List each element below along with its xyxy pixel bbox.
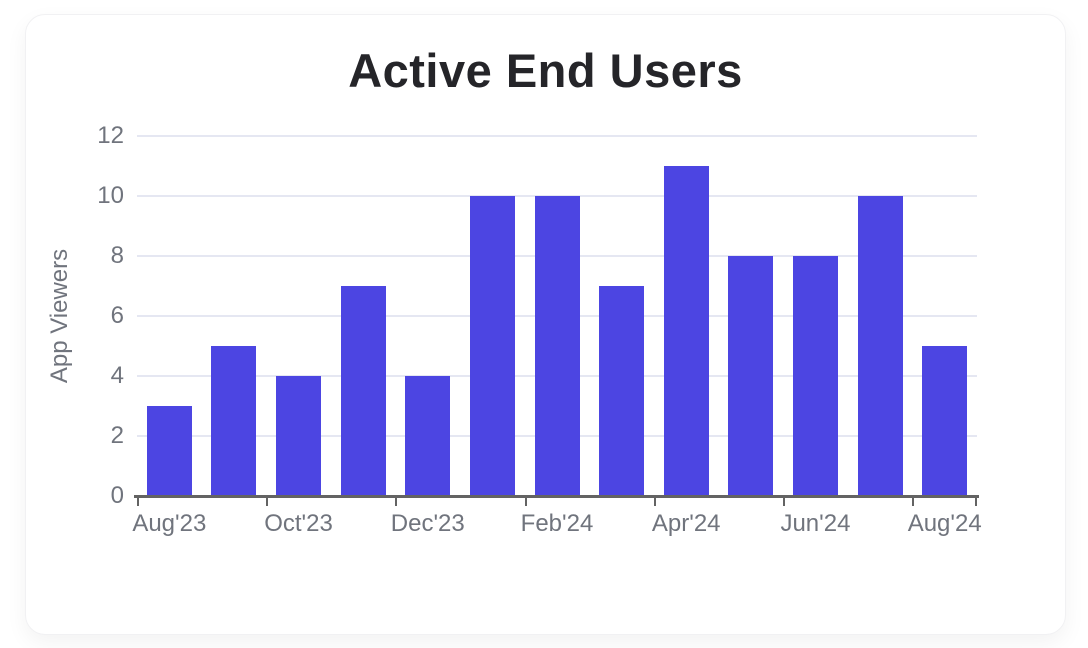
x-tick-mark [653, 498, 656, 506]
x-tick-label: Aug'23 [132, 510, 207, 537]
bar [211, 346, 257, 496]
plot-area: 0 2 4 6 8 10 12 Aug'23 Oct'23 Dec'23 Feb'24 Apr'24 J… [97, 122, 981, 537]
x-tick-mark [137, 498, 139, 506]
x-tick-mark [524, 498, 527, 506]
bar [276, 376, 322, 496]
bar [599, 286, 645, 496]
x-tick-label: Oct'23 [264, 510, 333, 537]
x-tick-mark [266, 498, 269, 506]
y-tick-label: 6 [110, 302, 124, 329]
y-tick-label: 0 [110, 482, 124, 509]
y-tick-label: 4 [110, 362, 124, 389]
x-axis-line [134, 495, 979, 498]
x-tick-label: Apr'24 [651, 510, 721, 537]
y-tick-label: 2 [110, 422, 124, 449]
gridline [137, 135, 977, 137]
bar [663, 166, 709, 496]
y-tick-label: 8 [110, 242, 124, 269]
bar [792, 256, 838, 496]
y-tick-label: 12 [97, 122, 124, 149]
bar [469, 196, 515, 496]
chart-title: Active End Users [348, 44, 743, 97]
x-tick-label: Dec'23 [390, 510, 465, 537]
x-tick-label: Aug'24 [907, 510, 982, 537]
bar [405, 376, 451, 496]
x-tick-mark [783, 498, 786, 506]
x-tick-label: Jun'24 [780, 510, 851, 537]
x-tick-mark [395, 498, 398, 506]
bar [857, 196, 903, 496]
bar [534, 196, 580, 496]
bar [340, 286, 386, 496]
x-tick-label: Feb'24 [520, 510, 594, 537]
x-tick-mark [912, 498, 915, 506]
bar [146, 406, 192, 496]
y-tick-label: 10 [97, 182, 124, 209]
chart-card: Active End Users App Viewers 0 2 4 6 8 10 12 Au… [25, 14, 1066, 635]
bar [922, 346, 968, 496]
x-tick-mark [975, 498, 977, 506]
bar [728, 256, 774, 496]
